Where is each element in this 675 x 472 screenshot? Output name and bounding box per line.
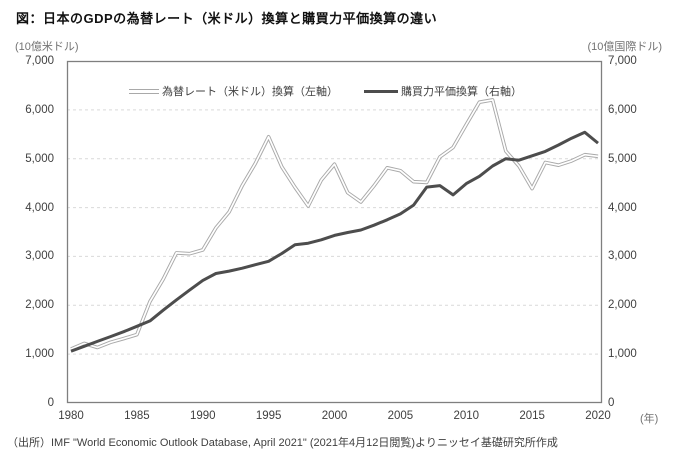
- axis-unit-right: (10億国際ドル): [587, 41, 662, 53]
- legend-item-exchange-rate: 為替レート（米ドル）換算（左軸）: [129, 83, 338, 99]
- x-axis-tick: 2005: [387, 410, 414, 422]
- line-exchange-rate-core: [70, 99, 599, 350]
- line-ppp: [70, 130, 599, 353]
- y-axis-tick-right: 7,000: [608, 55, 637, 67]
- axis-unit-left: (10億米ドル): [15, 41, 79, 53]
- y-axis-tick-right: 3,000: [608, 250, 637, 263]
- y-axis-tick-left: 7,000: [25, 55, 54, 67]
- x-axis-tick: 2010: [453, 410, 480, 422]
- y-axis-tick-left: 3,000: [25, 250, 54, 263]
- y-axis-tick-left: 2,000: [25, 299, 54, 312]
- x-axis-tick: 2000: [321, 410, 348, 422]
- plot-frame: [66, 60, 603, 404]
- y-axis-tick-right: 5,000: [608, 152, 637, 165]
- y-axis-tick-left: 0: [47, 397, 54, 409]
- plot-area: 為替レート（米ドル）換算（左軸） 購買力平価換算（右軸）: [66, 60, 603, 404]
- y-axis-tick-right: 2,000: [608, 299, 637, 312]
- source-note: （出所）IMF "World Economic Outlook Database…: [7, 437, 558, 449]
- y-axis-tick-left: 6,000: [25, 103, 54, 116]
- y-axis-tick-left: 1,000: [25, 348, 54, 361]
- x-axis-tick: 2015: [519, 410, 545, 422]
- x-axis-unit: (年): [640, 413, 659, 425]
- page-title: 図：日本のGDPの為替レート（米ドル）換算と購買力平価換算の違い: [16, 11, 438, 26]
- y-axis-tick-right: 1,000: [608, 348, 637, 361]
- legend-label-ppp: 購買力平価換算（右軸）: [401, 86, 522, 98]
- y-axis-tick-right: 4,000: [608, 201, 637, 214]
- x-axis-tick: 1985: [124, 410, 150, 422]
- legend-line-sample-exchange-rate: [129, 88, 159, 94]
- x-axis-tick: 2020: [585, 410, 611, 422]
- legend: 為替レート（米ドル）換算（左軸） 購買力平価換算（右軸）: [129, 83, 522, 99]
- legend-line-sample-ppp: [364, 89, 398, 93]
- chart-canvas: [66, 60, 603, 404]
- x-axis-tick: 1980: [58, 410, 84, 422]
- y-axis-tick-left: 4,000: [25, 201, 54, 214]
- y-axis-tick-left: 5,000: [25, 152, 54, 165]
- legend-label-exchange-rate: 為替レート（米ドル）換算（左軸）: [162, 86, 338, 98]
- x-axis-tick: 1990: [189, 410, 216, 422]
- y-axis-tick-right: 6,000: [608, 103, 637, 116]
- line-exchange-rate: [70, 98, 599, 351]
- y-axis-tick-right: 0: [608, 397, 615, 409]
- x-axis-tick: 1995: [255, 410, 282, 422]
- legend-item-ppp: 購買力平価換算（右軸）: [364, 83, 522, 99]
